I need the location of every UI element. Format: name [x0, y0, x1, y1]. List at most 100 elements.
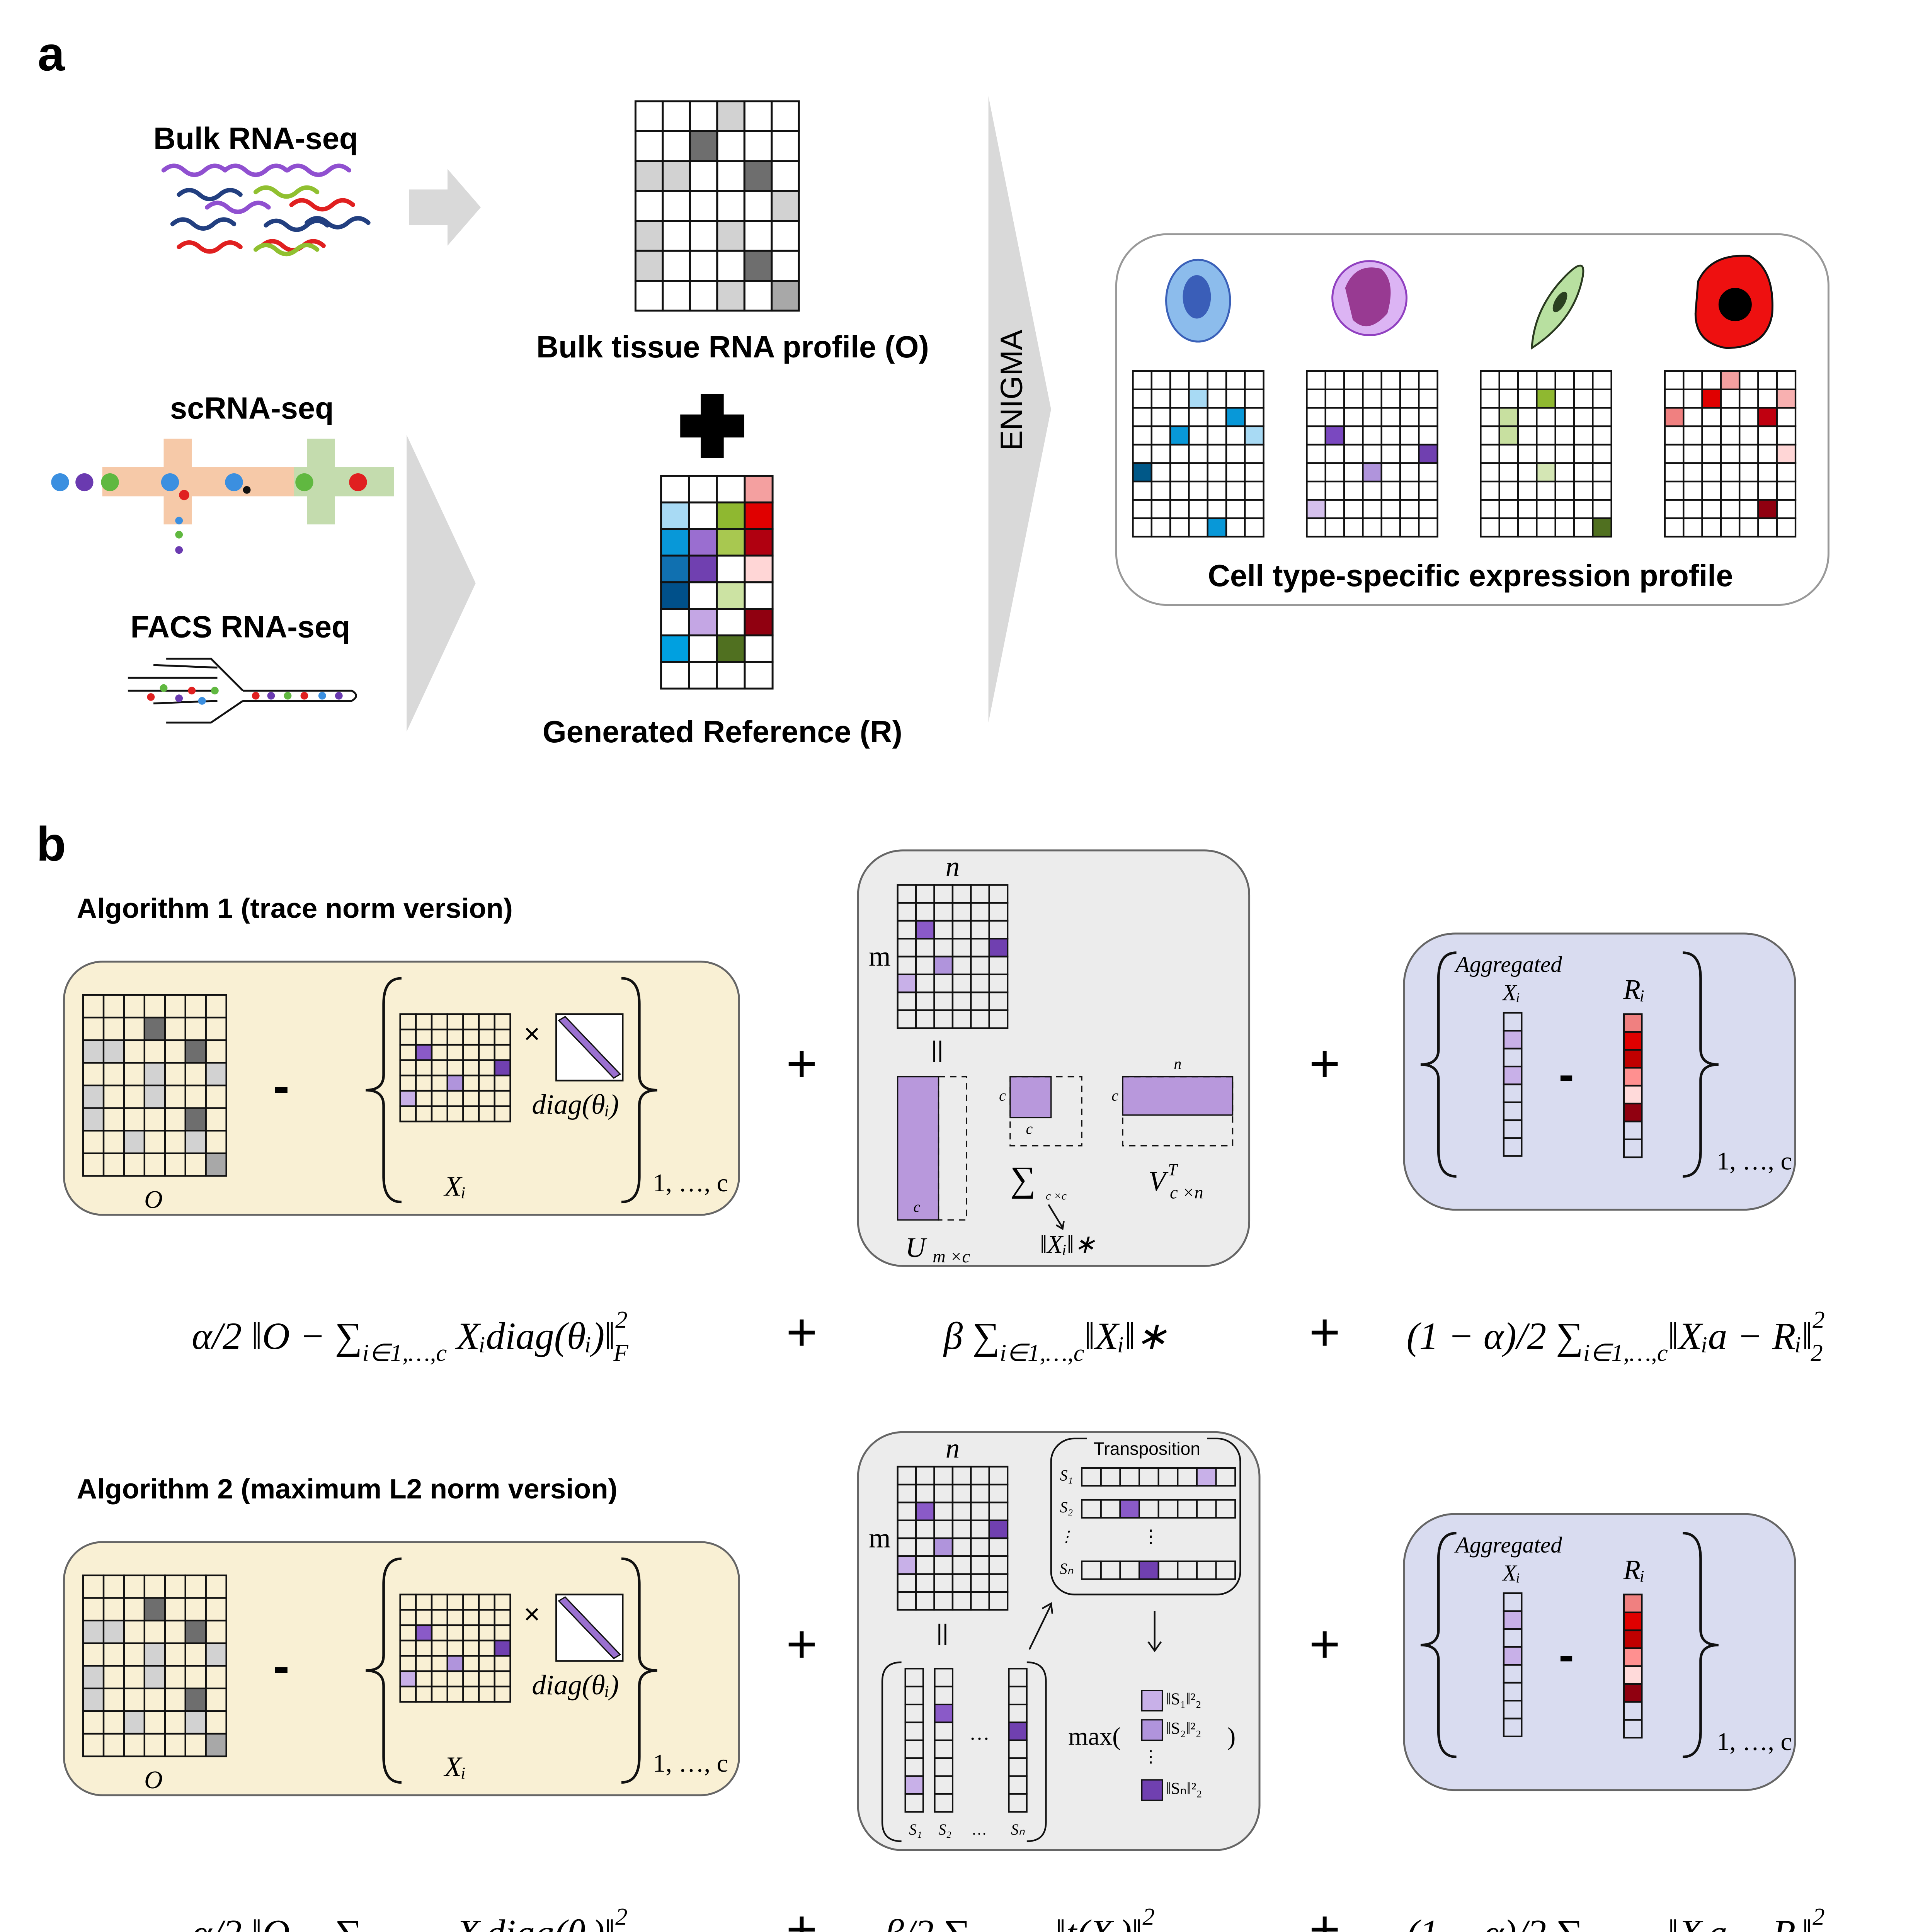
term-box [857, 1431, 1261, 1851]
panel-label: b [36, 817, 66, 871]
formula-part: ‖t(Xᵢ)‖ [1055, 1912, 1143, 1932]
formula-part: Xᵢdiag(θᵢ)‖ [447, 1315, 615, 1357]
grid-cell [771, 280, 800, 312]
grid-cell [988, 1519, 1009, 1539]
cell-dot [243, 486, 251, 494]
grid-cell [1664, 407, 1685, 427]
grid-cell [1225, 407, 1246, 427]
grid-cell [689, 130, 718, 162]
arrow [1028, 1602, 1053, 1650]
grid-cell [1139, 1560, 1159, 1580]
label: c ×c [1046, 1189, 1067, 1202]
grid-cell [1623, 1594, 1643, 1614]
term-box [1403, 932, 1796, 1211]
grid-cell [1503, 1065, 1523, 1085]
label: O [144, 1766, 163, 1794]
diagonal [558, 1015, 621, 1079]
grid-cell [1215, 1499, 1236, 1519]
grid-cell [399, 1090, 417, 1107]
grid-cell [1008, 1721, 1028, 1741]
matrix-block [1009, 1076, 1082, 1146]
label: V [1149, 1165, 1169, 1197]
formula-part: 2 [1812, 1903, 1824, 1930]
rna-read [170, 217, 237, 231]
grid-cell [1503, 1718, 1523, 1737]
grid-cell [1623, 1031, 1643, 1051]
grid-cell [1623, 1719, 1643, 1739]
label: Xᵢ [1502, 1560, 1520, 1586]
grid-cell [897, 973, 917, 993]
grid-cell [1119, 1499, 1140, 1519]
grid-cell [689, 190, 718, 222]
label: + [1309, 1614, 1340, 1674]
norm-square [1141, 1779, 1163, 1801]
grid-cell [1324, 425, 1345, 446]
grid-cell [716, 501, 746, 530]
formula: β/2 ∑i∈1,…,c‖t(Xᵢ)‖22,max [884, 1903, 1200, 1932]
grid-cell [1132, 462, 1152, 483]
cell-dot [175, 517, 183, 525]
label: + [1309, 1899, 1340, 1932]
arrow [1147, 1611, 1162, 1652]
label: m [869, 940, 891, 972]
grid-cell [662, 190, 691, 222]
grid-cell [688, 608, 718, 636]
formula: α/2 ‖O − ∑i∈1,…,c Xᵢdiag(θᵢ)‖2 F [192, 1306, 628, 1366]
matrix-block [938, 1076, 968, 1221]
grid-cell [662, 160, 691, 192]
label: U [905, 1232, 928, 1263]
matrix-label: Bulk tissue RNA profile (O) [536, 330, 929, 364]
grid-cell [205, 1642, 227, 1667]
brace [1420, 951, 1457, 1178]
label: ‖Xᵢ‖∗ [1040, 1230, 1095, 1259]
label: Aggregated [1454, 952, 1562, 977]
grid-cell [143, 1017, 166, 1041]
grid-cell [716, 528, 746, 557]
label: - [1559, 1629, 1574, 1680]
formula-part: (1 − α)/2 ∑ [1407, 1315, 1583, 1357]
label: Rᵢ [1623, 974, 1645, 1005]
grid-cell [1701, 388, 1722, 409]
grid-cell [1503, 1030, 1523, 1049]
panel-label: a [37, 27, 65, 81]
grid-cell [660, 501, 690, 530]
grid-cell [660, 554, 690, 583]
grid-cell [660, 634, 690, 663]
grid-cell [744, 474, 774, 503]
label: S₁ [1060, 1467, 1073, 1484]
grid-cell [660, 608, 690, 636]
rna-read [253, 243, 320, 257]
label: T [1168, 1161, 1178, 1179]
rna-read [305, 216, 371, 230]
formula-part: Xᵢdiag(θᵢ)‖ [447, 1912, 615, 1932]
grid-cell [415, 1624, 433, 1641]
grid-cell [988, 1591, 1009, 1611]
grid-cell [415, 1044, 433, 1061]
grid-cell [716, 130, 745, 162]
grid-cell [688, 554, 718, 583]
grid-cell [771, 160, 800, 192]
grid-cell [1196, 1467, 1217, 1487]
label: c [914, 1198, 921, 1215]
formula-part: i∈1,…,c [1583, 1339, 1668, 1366]
grid-cell [744, 581, 774, 610]
grid-cell [744, 554, 774, 583]
label: S₂ [938, 1821, 951, 1838]
label-gap [1087, 1434, 1207, 1445]
grid-cell [1623, 1102, 1643, 1122]
grid-cell [988, 1009, 1009, 1029]
cell-dot [284, 692, 292, 700]
formula-part: 2 [1811, 1339, 1823, 1366]
brace [621, 977, 657, 1204]
grid-cell [494, 1059, 511, 1077]
grid-cell [689, 280, 718, 312]
grid-cell [1776, 388, 1797, 409]
grid-cell [716, 100, 745, 132]
label: c [999, 1087, 1006, 1104]
grid-cell [744, 661, 774, 690]
grid-cell [1188, 388, 1208, 409]
grid-cell [743, 280, 773, 312]
grid-cell [1215, 1467, 1236, 1487]
formula-part: ‖Xᵢa − Rᵢ‖ [1668, 1315, 1813, 1357]
